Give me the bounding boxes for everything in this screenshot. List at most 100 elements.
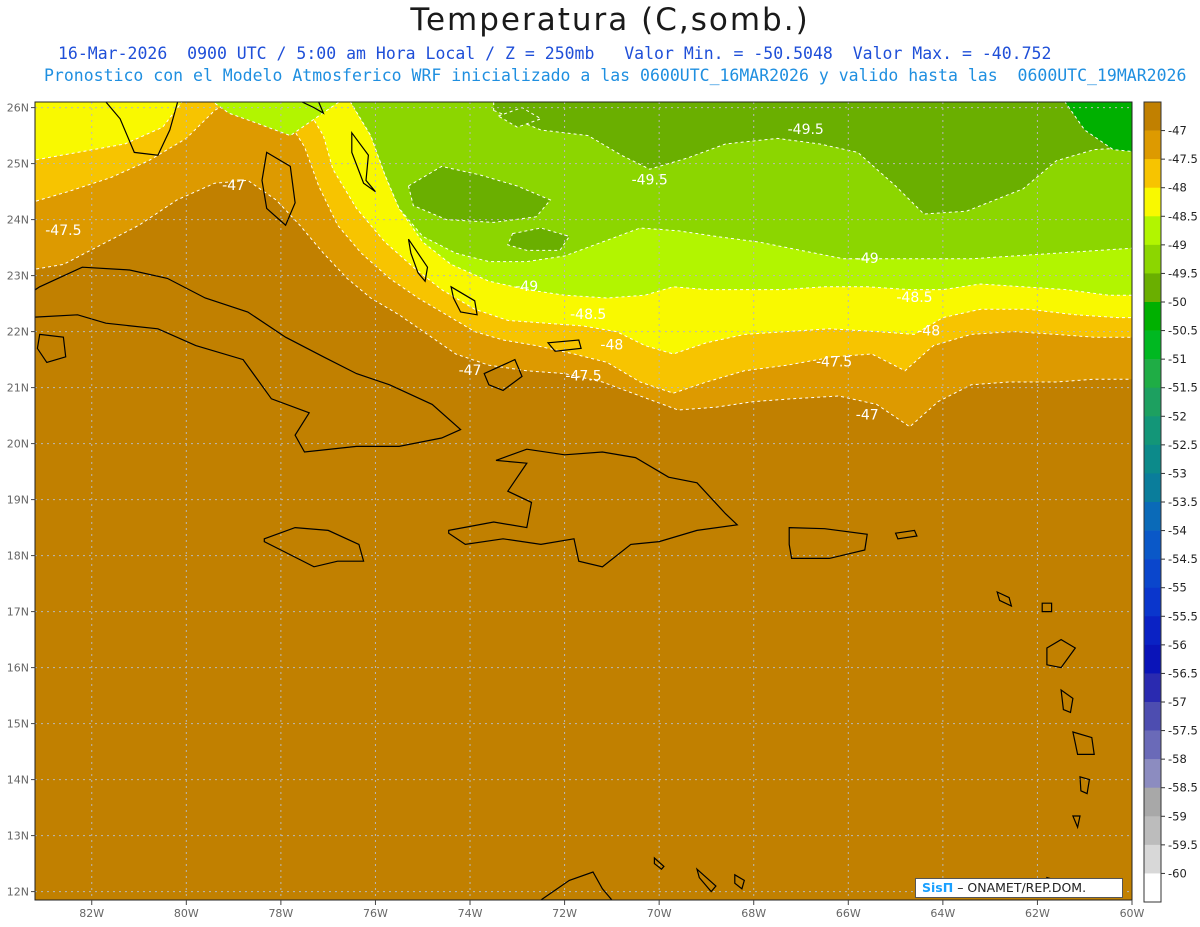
- model-info-line: Pronostico con el Modelo Atmosferico WRF…: [44, 66, 1187, 85]
- colorbar-swatch: [1144, 159, 1161, 189]
- contour-line: [349, 102, 1132, 263]
- colorbar-label: -54: [1168, 524, 1187, 538]
- florida-coast: [105, 102, 179, 156]
- forecast-info-line: 16-Mar-2026 0900 UTC / 5:00 am Hora Loca…: [58, 44, 1052, 63]
- lat-tick-label: 15N: [7, 718, 29, 731]
- st-vincent-coast: [1071, 815, 1081, 830]
- colorbar-label: -51: [1168, 352, 1187, 366]
- lat-tick-label: 26N: [7, 102, 29, 115]
- colorbar-label: -54.5: [1168, 552, 1198, 566]
- lon-tick-label: 68W: [741, 907, 766, 920]
- colorbar-swatch: [1144, 244, 1161, 274]
- contour-label: -49: [856, 251, 879, 267]
- cuba-coast: [35, 266, 462, 453]
- sispi-logo: SisΠ: [922, 880, 954, 895]
- colorbar-label: -51.5: [1168, 381, 1198, 395]
- temperature-field: -47 -47.5 -49.5 -49.5 -49 -49 -48.5 -48.5 -48 -48…: [35, 102, 1132, 900]
- lat-tick-label: 22N: [7, 326, 29, 339]
- colorbar-label: -55: [1168, 581, 1187, 595]
- plot-frame: [34, 101, 1133, 901]
- st-kitts-coast: [996, 590, 1013, 608]
- contour-label: -47: [856, 408, 879, 424]
- contour-label: -49.5: [632, 172, 668, 188]
- virgin-islands-coast: [894, 529, 918, 540]
- turks-caicos-coast: [546, 339, 582, 352]
- lon-tick-label: 76W: [363, 907, 388, 920]
- colorbar-swatch: [1144, 359, 1161, 389]
- colorbar-label: -48.5: [1168, 209, 1198, 223]
- colorbar-label: -55.5: [1168, 609, 1198, 623]
- colorbar-swatch: [1144, 330, 1161, 360]
- colorbar-swatch: [1144, 273, 1161, 303]
- isle-of-youth-coast: [36, 333, 67, 364]
- colorbar-swatch: [1144, 130, 1161, 160]
- colorbar-swatch: [1144, 787, 1161, 817]
- lat-tick-label: 17N: [7, 606, 29, 619]
- colorbar-swatch: [1144, 587, 1161, 617]
- colorbar-label: -47: [1168, 124, 1187, 138]
- colorbar-label: -58: [1168, 752, 1187, 766]
- colorbar-label: -60: [1168, 866, 1187, 880]
- colorbar-swatch: [1144, 387, 1161, 417]
- contour-label: -47.5: [45, 223, 81, 239]
- colorbar-swatch: [1144, 644, 1161, 674]
- dominica-coast: [1060, 688, 1074, 714]
- st-lucia-coast: [1079, 775, 1091, 795]
- colorbar-swatch: [1144, 187, 1161, 217]
- lon-tick-label: 74W: [458, 907, 483, 920]
- lat-tick-label: 24N: [7, 214, 29, 227]
- band-49-5-patch: [497, 107, 543, 128]
- curacao-coast: [695, 867, 717, 893]
- lon-tick-label: 80W: [174, 907, 199, 920]
- lon-tick-label: 66W: [836, 907, 861, 920]
- contour-label: -47.5: [816, 354, 852, 370]
- contour-label: -48: [600, 338, 623, 354]
- guadeloupe-coast: [1046, 638, 1077, 669]
- lon-tick-label: 82W: [79, 907, 104, 920]
- lon-tick-label: 70W: [647, 907, 672, 920]
- lat-tick-label: 20N: [7, 438, 29, 451]
- lat-tick-label: 14N: [7, 774, 29, 787]
- colorbar-swatch: [1144, 730, 1161, 760]
- colorbar-label: -57: [1168, 695, 1187, 709]
- colorbar-label: -59: [1168, 809, 1187, 823]
- andros-coast: [261, 151, 296, 227]
- colorbar-label: -47.5: [1168, 152, 1198, 166]
- contour-label: -47: [222, 178, 245, 194]
- colorbar-swatch: [1144, 502, 1161, 531]
- colorbar-swatch: [1144, 559, 1161, 589]
- aruba-coast: [653, 856, 665, 871]
- contour-label: -49: [515, 279, 538, 295]
- lon-tick-label: 60W: [1120, 907, 1145, 920]
- colorbar-swatch: [1144, 216, 1161, 246]
- colorbar-swatch: [1144, 844, 1161, 874]
- colorbar-label: -58.5: [1168, 781, 1198, 795]
- jamaica-coast: [263, 526, 365, 568]
- antigua-coast: [1041, 602, 1053, 613]
- contour-label: -47: [459, 363, 482, 379]
- lon-tick-label: 78W: [268, 907, 293, 920]
- colorbar-swatch: [1144, 302, 1161, 331]
- abaco-coast: [300, 102, 325, 115]
- eleuthera-coast: [351, 130, 376, 193]
- colorbar-swatch: [1144, 673, 1161, 703]
- hispaniola-coast: [448, 448, 739, 568]
- lat-tick-label: 21N: [7, 382, 29, 395]
- lon-tick-label: 64W: [930, 907, 955, 920]
- colorbar-swatch: [1144, 473, 1161, 503]
- band-49-5-patch: [507, 227, 571, 251]
- contour-label: -48.5: [570, 307, 606, 323]
- band-49-5-patch: [493, 102, 1132, 215]
- band-50-patch: [1064, 102, 1132, 152]
- lat-tick-label: 12N: [7, 886, 29, 899]
- colorbar-swatch: [1144, 873, 1161, 903]
- long-island-coast: [407, 238, 429, 283]
- lon-tick-label: 62W: [1025, 907, 1050, 920]
- credit-text: – ONAMET/REP.DOM.: [957, 880, 1087, 895]
- colorbar-label: -49: [1168, 238, 1187, 252]
- band-49-5-patch: [407, 165, 552, 223]
- colorbar-label: -59.5: [1168, 838, 1198, 852]
- colorbar-label: -57.5: [1168, 724, 1198, 738]
- lat-tick-label: 18N: [7, 550, 29, 563]
